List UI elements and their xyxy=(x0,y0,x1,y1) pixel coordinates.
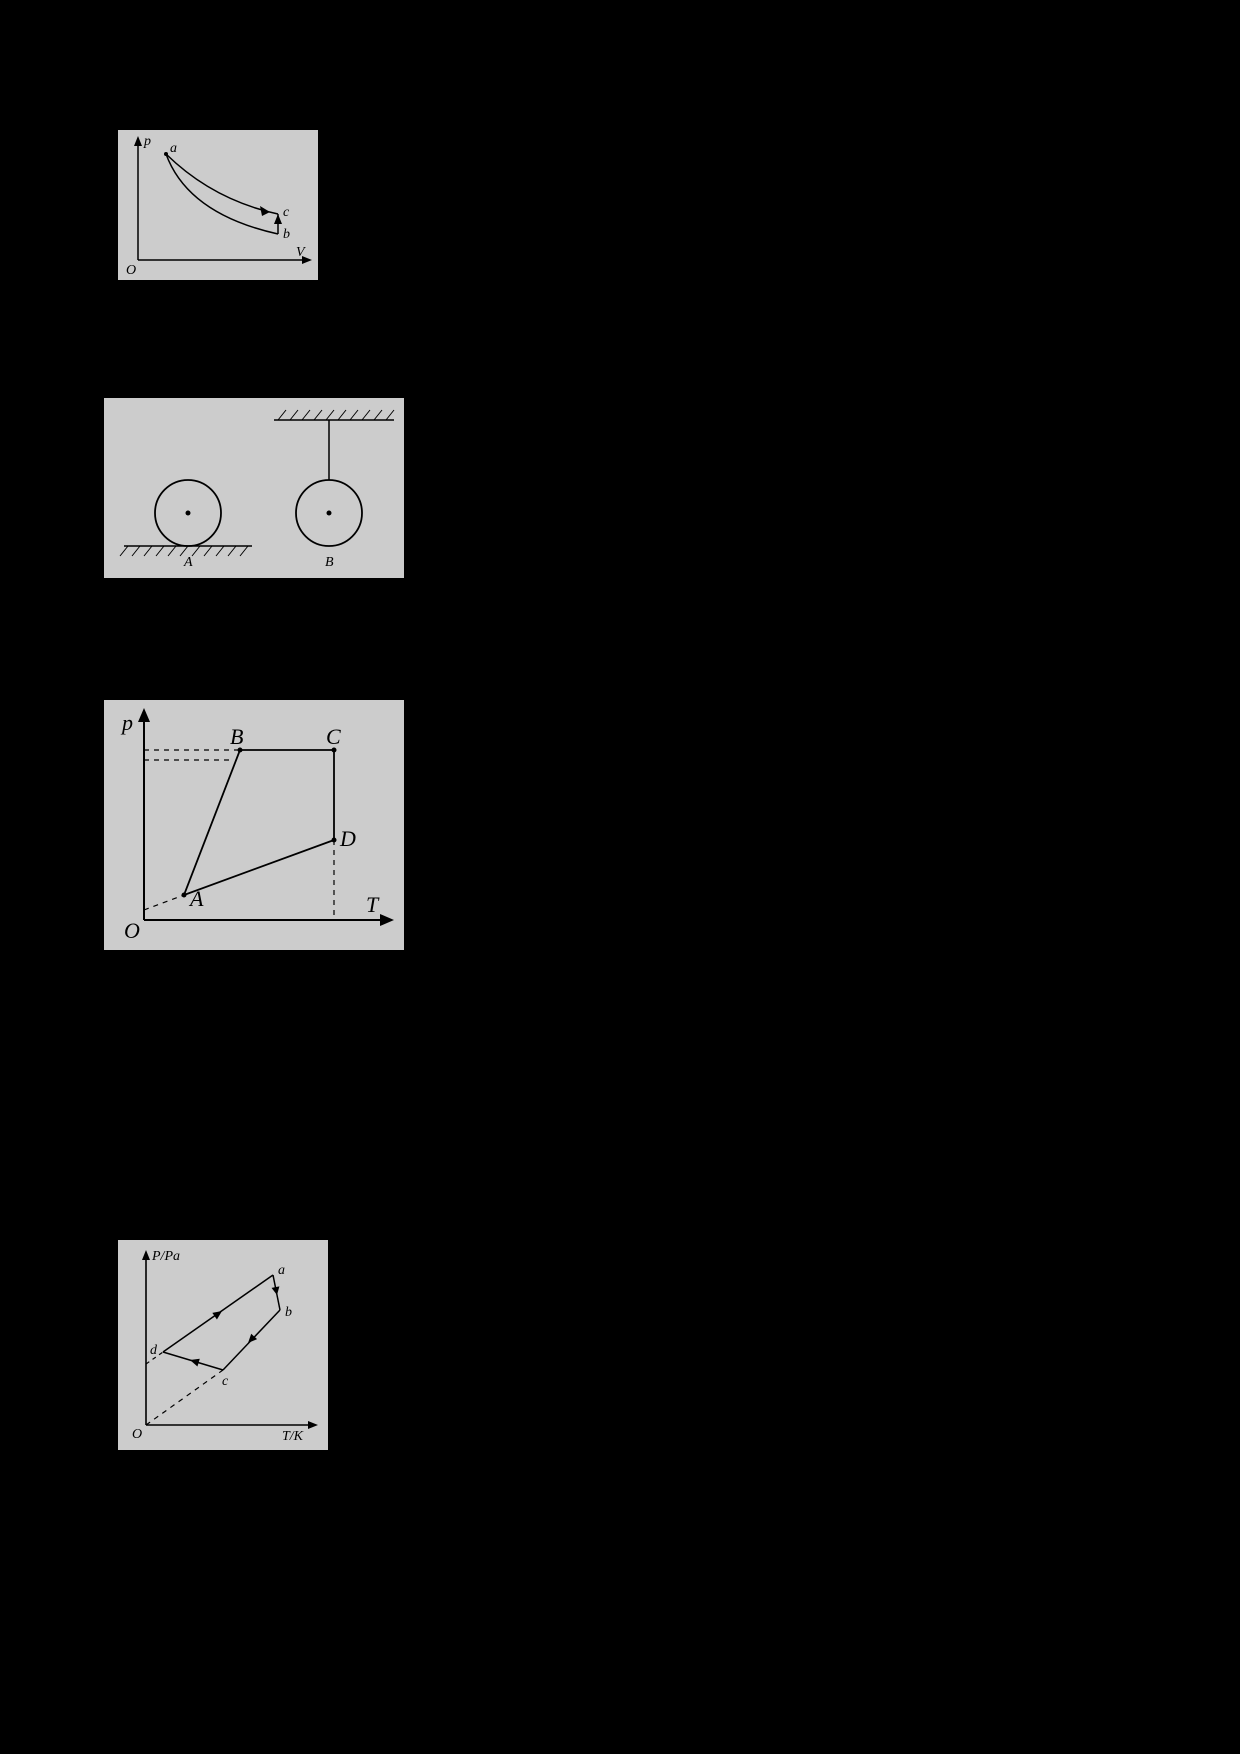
label-b: b xyxy=(283,227,290,242)
label-c: c xyxy=(283,205,290,220)
label-B: B xyxy=(325,555,334,570)
label-B: B xyxy=(230,724,243,749)
pT-ABCD-panel: O p T A B C D xyxy=(104,700,404,950)
point-D xyxy=(332,838,337,843)
pT-ABCD-svg: O p T A B C D xyxy=(104,700,404,950)
y-axis-label: P/Pa xyxy=(151,1249,180,1264)
pv-diagram-svg: O p V a c b xyxy=(118,130,318,280)
two-circles-svg: A B xyxy=(104,398,404,578)
origin-label: O xyxy=(132,1427,142,1442)
two-circles-panel: A B xyxy=(104,398,404,578)
label-A: A xyxy=(183,555,193,570)
label-a: a xyxy=(170,141,177,156)
x-axis-label: T/K xyxy=(282,1429,304,1444)
x-axis-label: V xyxy=(296,245,306,260)
page: O p V a c b xyxy=(0,0,1240,1754)
PT-abcd-svg: O P/Pa T/K xyxy=(118,1240,328,1450)
label-c: c xyxy=(222,1374,229,1389)
label-b: b xyxy=(285,1305,292,1320)
origin-label: O xyxy=(124,918,140,943)
PT-abcd-panel: O P/Pa T/K xyxy=(118,1240,328,1450)
origin-label: O xyxy=(126,263,136,278)
label-d: d xyxy=(150,1343,158,1358)
label-a: a xyxy=(278,1263,285,1278)
label-C: C xyxy=(326,724,341,749)
panel-bg xyxy=(104,398,404,578)
pv-diagram-panel: O p V a c b xyxy=(118,130,318,280)
point-a xyxy=(164,152,168,156)
y-axis-label: p xyxy=(120,710,133,735)
center-B xyxy=(327,511,332,516)
panel-bg xyxy=(104,700,404,950)
label-D: D xyxy=(339,826,356,851)
x-axis-label: T xyxy=(366,892,380,917)
center-A xyxy=(186,511,191,516)
point-A xyxy=(182,893,187,898)
label-A: A xyxy=(188,886,204,911)
y-axis-label: p xyxy=(143,134,151,149)
